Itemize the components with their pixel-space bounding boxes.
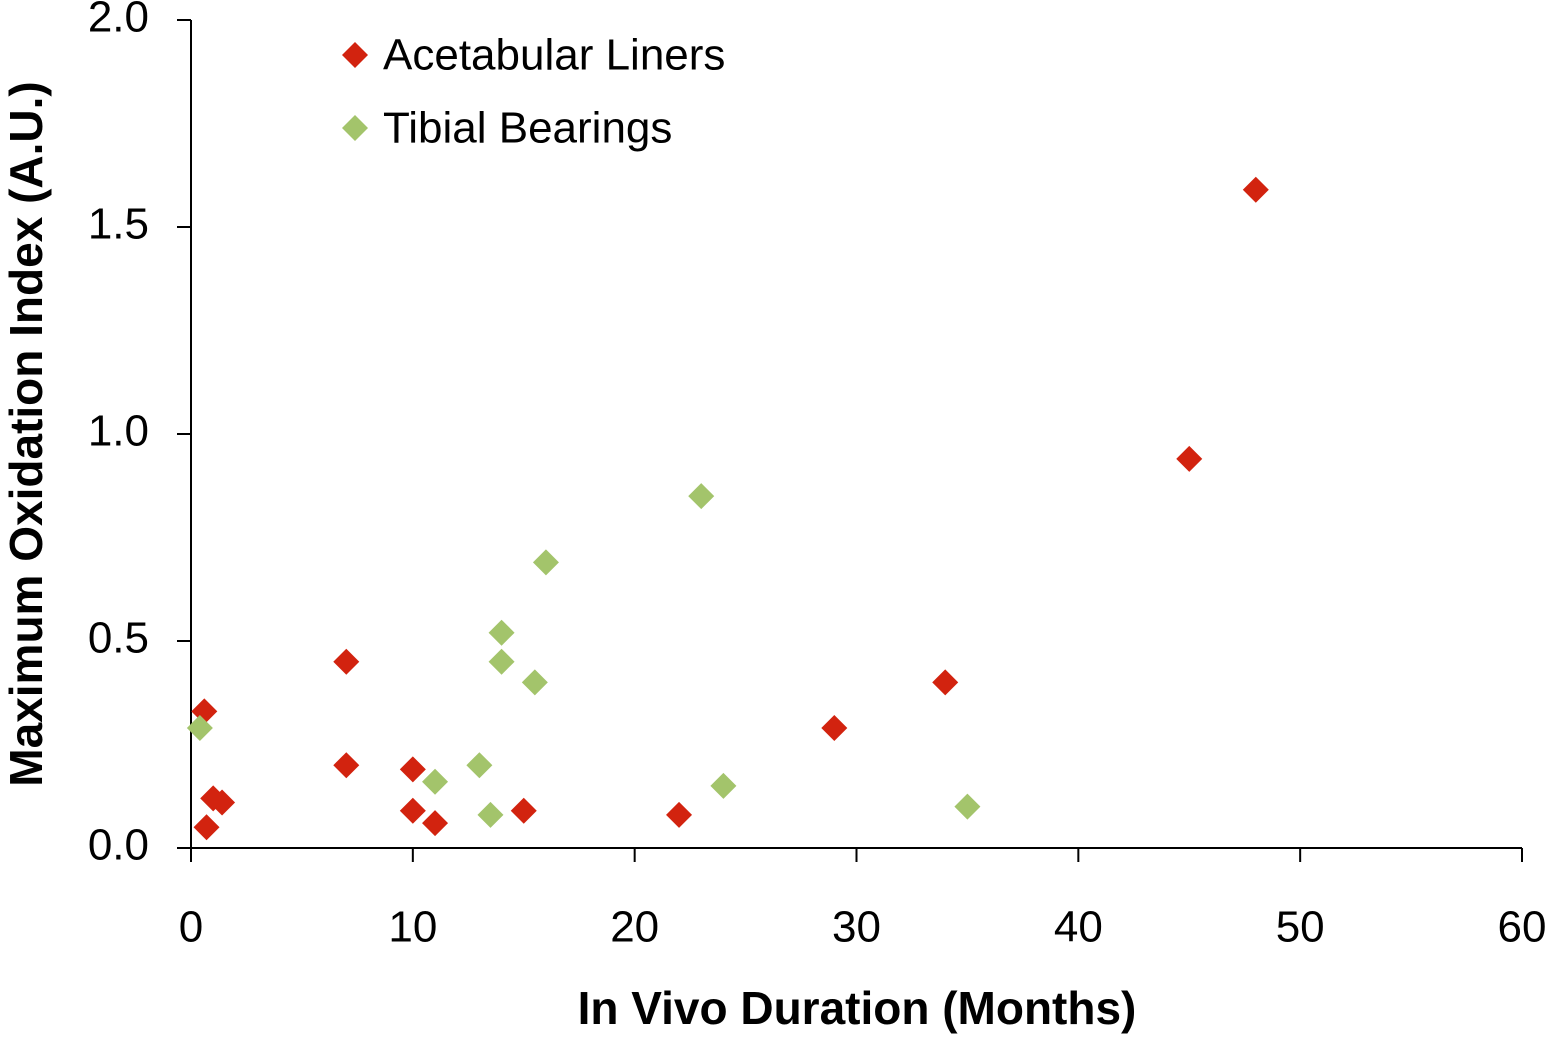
x-tick-label: 20 <box>610 903 659 952</box>
x-tick-label: 10 <box>388 903 437 952</box>
x-tick-label: 0 <box>179 903 203 952</box>
scatter-point <box>477 801 504 828</box>
scatter-point <box>466 752 493 779</box>
y-tick-label: 1.5 <box>88 200 149 249</box>
scatter-point <box>954 793 981 820</box>
y-axis-title: Maximum Oxidation Index (A.U.) <box>0 81 52 786</box>
legend-label: Acetabular Liners <box>383 31 725 80</box>
scatter-point <box>510 797 537 824</box>
scatter-point <box>488 648 515 675</box>
legend-marker <box>342 115 368 141</box>
scatter-point <box>821 714 848 741</box>
scatter-point <box>186 714 213 741</box>
scatter-point <box>399 797 426 824</box>
scatter-point <box>688 483 715 510</box>
y-tick-label: 0.5 <box>88 614 149 663</box>
x-tick-label: 40 <box>1054 903 1103 952</box>
scatter-point <box>333 752 360 779</box>
scatter-point <box>532 549 559 576</box>
legend-label: Tibial Bearings <box>383 104 672 153</box>
scatter-point <box>932 669 959 696</box>
scatter-point <box>422 810 449 837</box>
x-tick-label: 60 <box>1498 903 1547 952</box>
x-tick-label: 50 <box>1276 903 1325 952</box>
scatter-point <box>193 814 220 841</box>
scatter-point <box>1242 176 1269 203</box>
scatter-point <box>521 669 548 696</box>
legend-marker <box>342 42 368 68</box>
scatter-point <box>666 801 693 828</box>
scatter-point <box>399 756 426 783</box>
y-tick-label: 2.0 <box>88 0 149 42</box>
scatter-point <box>488 619 515 646</box>
x-tick-label: 30 <box>832 903 881 952</box>
y-tick-label: 0.0 <box>88 821 149 870</box>
scatter-point <box>1176 445 1203 472</box>
y-tick-label: 1.0 <box>88 407 149 456</box>
scatter-point <box>209 789 236 816</box>
scatter-point <box>422 768 449 795</box>
scatter-point <box>710 772 737 799</box>
x-axis-title: In Vivo Duration (Months) <box>578 982 1137 1034</box>
scatter-point <box>333 648 360 675</box>
